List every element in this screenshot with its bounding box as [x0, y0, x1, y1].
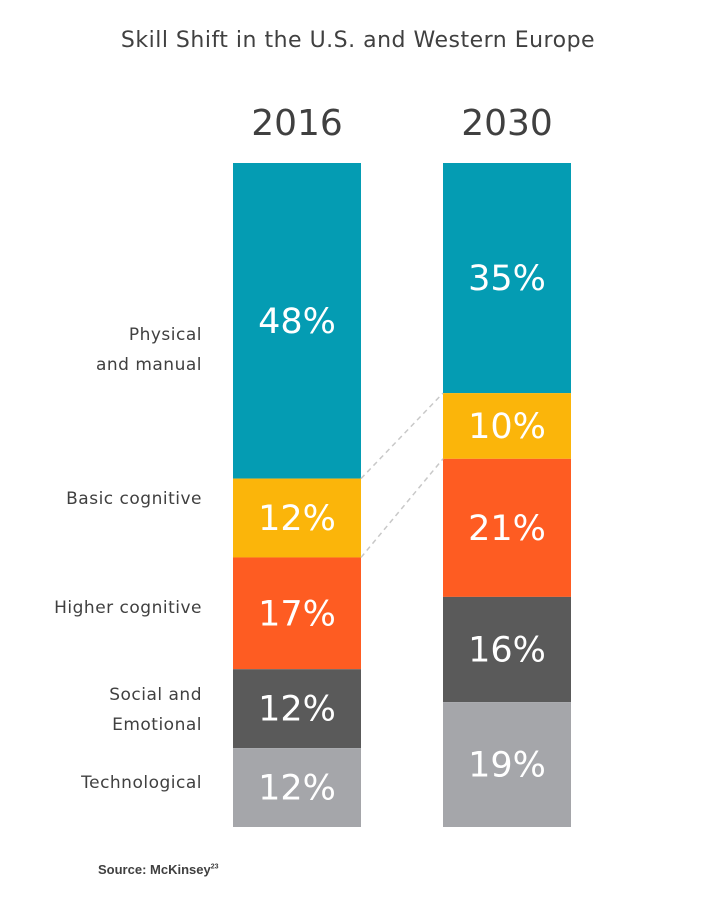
connector-line-basic-bottom [360, 458, 444, 558]
category-label-tech: Technological [81, 773, 202, 793]
bar-segment-basic-2016 [233, 478, 361, 558]
bar-segment-basic-2030 [443, 393, 571, 459]
bar-segment-higher-2030 [443, 458, 571, 597]
category-label-basic: Basic cognitive [66, 489, 202, 509]
data-label-higher-2030: 21% [468, 509, 546, 549]
data-label-physical-2030: 35% [468, 259, 546, 299]
bar-segment-tech-2016 [233, 748, 361, 827]
chart-title: Skill Shift in the U.S. and Western Euro… [120, 28, 596, 53]
data-label-basic-2030: 10% [468, 407, 546, 447]
data-label-social-2030: 16% [468, 630, 546, 670]
data-label-tech-2030: 19% [468, 746, 546, 786]
data-label-physical-2016: 48% [258, 302, 336, 342]
data-label-basic-2016: 12% [258, 499, 336, 539]
source-note: Source: McKinsey23 [98, 862, 219, 877]
year-label-2030: 2030 [461, 103, 553, 144]
category-label-physical-line1: Physical [128, 325, 202, 345]
category-label-social-line2: Emotional [112, 715, 202, 735]
bar-segment-tech-2030 [443, 702, 571, 827]
category-label-physical: Physical and manual [96, 320, 202, 380]
data-label-higher-2016: 17% [258, 594, 336, 634]
bar-segment-physical-2030 [443, 163, 571, 394]
data-label-social-2016: 12% [258, 690, 336, 730]
category-label-higher: Higher cognitive [54, 598, 202, 618]
source-footnote: 23 [210, 863, 219, 871]
source-text: Source: McKinsey [98, 862, 211, 877]
bar-segment-social-2030 [443, 596, 571, 703]
connector-line-basic-top [360, 392, 444, 480]
year-label-2016: 2016 [251, 103, 343, 144]
category-label-social: Social and Emotional [109, 680, 202, 740]
category-label-social-line1: Social and [109, 685, 202, 705]
category-label-physical-line2: and manual [95, 355, 202, 375]
bar-segment-social-2016 [233, 669, 361, 749]
bar-segment-physical-2016 [233, 163, 361, 479]
bar-segment-higher-2016 [233, 557, 361, 670]
data-label-tech-2016: 12% [258, 769, 336, 809]
